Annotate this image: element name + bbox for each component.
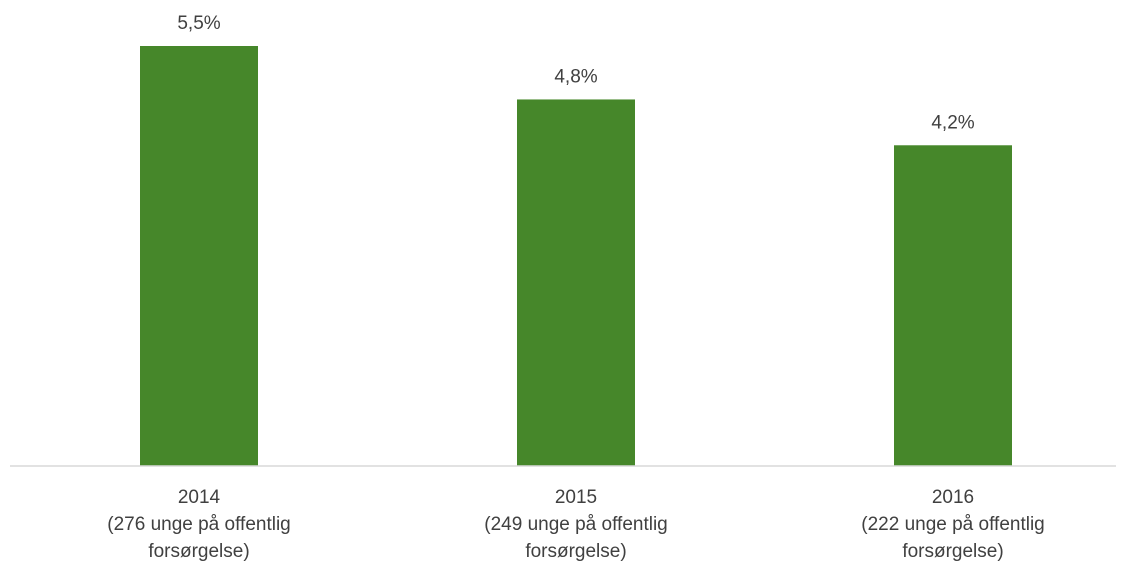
category-label-1: 2015 (249 unge på offentlig forsørgelse) [484, 487, 667, 562]
category-labels-layer: 2014 (276 unge på offentlig forsørgelse)20… [107, 487, 1044, 562]
category-label-2: 2016 (222 unge på offentlig forsørgelse) [861, 487, 1044, 562]
category-label-2-line-2: forsørgelse) [902, 541, 1003, 562]
bars-layer [140, 46, 1012, 467]
bar-0 [140, 46, 258, 466]
data-label-0: 5,5% [177, 13, 220, 34]
category-label-0-line-2: forsørgelse) [148, 541, 249, 562]
data-labels-layer: 5,5% 4,8% 4,2% [177, 13, 974, 133]
bar-2 [894, 145, 1012, 467]
category-label-1-line-2: forsørgelse) [525, 541, 626, 562]
category-label-1-line-0: 2015 [555, 487, 597, 508]
bar-1 [517, 99, 635, 467]
category-label-0-line-0: 2014 [178, 487, 221, 508]
data-label-1: 4,8% [554, 66, 597, 87]
category-label-1-line-1: (249 unge på offentlig [484, 514, 667, 535]
data-label-2: 4,2% [931, 112, 974, 133]
category-label-2-line-0: 2016 [932, 487, 974, 508]
category-label-0: 2014 (276 unge på offentlig forsørgelse) [107, 487, 290, 562]
category-label-2-line-1: (222 unge på offentlig [861, 514, 1044, 535]
category-label-0-line-1: (276 unge på offentlig [107, 514, 290, 535]
